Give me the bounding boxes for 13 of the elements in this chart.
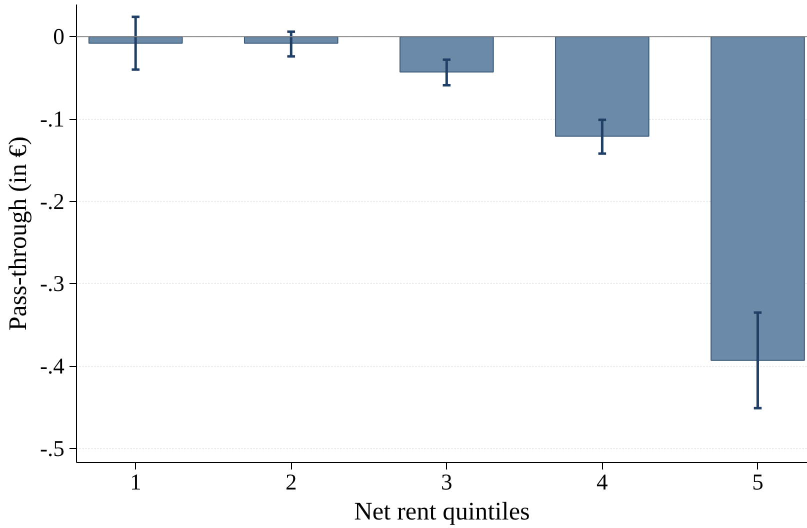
y-tick-label: -.5 xyxy=(40,436,65,461)
y-tick-label: -.4 xyxy=(40,354,65,379)
y-tick-label: 0 xyxy=(53,24,64,50)
x-tick-label: 4 xyxy=(596,470,608,494)
x-tick-label: 2 xyxy=(285,470,297,494)
x-axis-title: Net rent quintiles xyxy=(354,498,530,526)
y-tick-label: -.1 xyxy=(40,106,65,132)
y-tick-label: -.2 xyxy=(40,188,65,214)
x-tick-label: 5 xyxy=(752,470,764,494)
x-tick-label: 1 xyxy=(130,470,142,494)
y-tick-label: -.3 xyxy=(40,271,65,296)
y-axis-title: Pass-through (in €) xyxy=(4,136,32,331)
x-tick-label: 3 xyxy=(441,470,452,494)
